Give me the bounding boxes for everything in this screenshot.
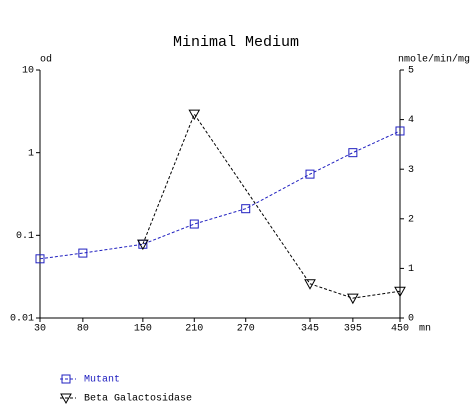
marker [305,169,315,179]
y-tick-label: 1 [28,148,34,159]
x-tick-label: 270 [237,324,255,335]
y2-tick-label: 0 [408,314,414,325]
legend-marker [60,393,72,405]
marker [137,239,149,251]
y2-tick-label: 1 [408,264,414,275]
y2-tick-label: 5 [408,66,414,77]
marker [348,148,358,158]
x-tick-label: 80 [77,324,89,335]
marker [35,254,45,264]
y2-tick-label: 4 [408,115,414,126]
x-tick-label: 210 [185,324,203,335]
y2-tick-label: 3 [408,165,414,176]
marker [304,279,316,290]
y-tick-label: 0.1 [16,231,34,242]
series-line [142,113,401,299]
x-tick-label: 150 [134,324,152,335]
marker [188,109,201,121]
legend-label: Mutant [84,375,120,386]
x-tick-label: 345 [301,324,319,335]
y-axis-label: od [40,54,52,66]
y-tick-label: 10 [22,66,34,77]
series-line [39,130,401,260]
legend-marker [61,374,71,384]
y2-tick-label: 2 [408,214,414,225]
x-tick-label: 395 [344,324,362,335]
chart-title: Minimal Medium [173,34,299,51]
x-axis-label: mn [419,324,431,335]
y2-axis-label: nmole/min/mg [398,54,470,66]
marker [395,126,405,136]
marker [189,219,199,229]
x-tick-label: 30 [34,324,46,335]
x-tick-label: 450 [391,324,409,335]
marker [241,204,251,214]
marker [347,293,359,305]
marker [78,248,88,258]
legend-label: Beta Galactosidase [84,393,192,405]
y-tick-label: 0.01 [10,314,34,325]
marker [394,286,406,298]
